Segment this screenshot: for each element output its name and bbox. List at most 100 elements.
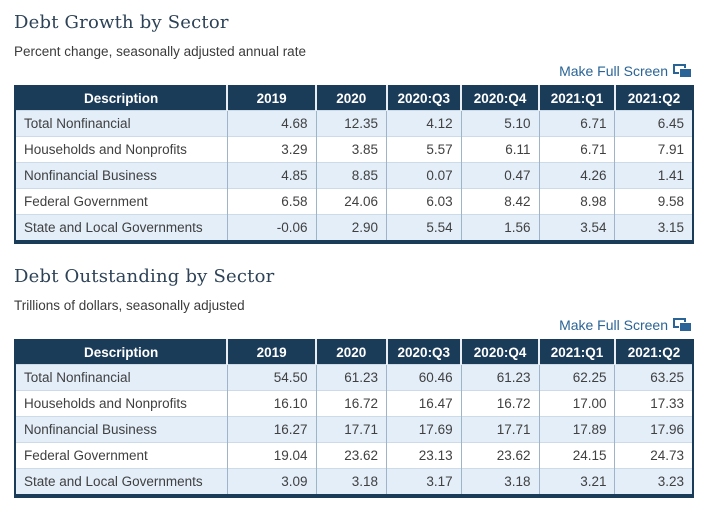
make-full-screen-link[interactable]: Make Full Screen bbox=[559, 317, 692, 333]
value-cell: 16.72 bbox=[316, 390, 388, 417]
make-full-screen-link[interactable]: Make Full Screen bbox=[559, 63, 692, 79]
value-cell: 61.23 bbox=[316, 364, 388, 391]
column-header: 2020 bbox=[316, 85, 388, 111]
row-label-cell: Nonfinancial Business bbox=[15, 162, 228, 189]
value-cell: 8.98 bbox=[539, 188, 616, 215]
value-cell: 17.69 bbox=[386, 416, 462, 443]
value-cell: 0.07 bbox=[386, 162, 462, 189]
value-cell: 1.41 bbox=[614, 162, 693, 189]
row-label-cell: Federal Government bbox=[15, 442, 228, 469]
value-cell: 5.54 bbox=[386, 214, 462, 242]
value-cell: 17.96 bbox=[614, 416, 693, 443]
value-cell: 6.58 bbox=[227, 188, 317, 215]
table-row: Total Nonfinancial 54.50 61.23 60.46 61.… bbox=[15, 364, 693, 391]
value-cell: 23.62 bbox=[316, 442, 388, 469]
value-cell: 0.47 bbox=[461, 162, 540, 189]
table-row: Households and Nonprofits 3.29 3.85 5.57… bbox=[15, 136, 693, 163]
value-cell: 16.27 bbox=[227, 416, 317, 443]
value-cell: 3.21 bbox=[539, 468, 616, 496]
make-full-screen-label: Make Full Screen bbox=[559, 63, 668, 79]
value-cell: 3.29 bbox=[227, 136, 317, 163]
value-cell: 24.15 bbox=[539, 442, 616, 469]
table-row: State and Local Governments -0.06 2.90 5… bbox=[15, 214, 693, 242]
value-cell: 12.35 bbox=[316, 110, 388, 137]
value-cell: 8.42 bbox=[461, 188, 540, 215]
section-title: Debt Growth by Sector bbox=[14, 12, 229, 33]
page: Debt Growth by Sector Percent change, se… bbox=[14, 12, 694, 498]
table-row: State and Local Governments 3.09 3.18 3.… bbox=[15, 468, 693, 496]
value-cell: 17.89 bbox=[539, 416, 616, 443]
table-row: Federal Government 19.04 23.62 23.13 23.… bbox=[15, 442, 693, 469]
table-row: Households and Nonprofits 16.10 16.72 16… bbox=[15, 390, 693, 417]
value-cell: 23.13 bbox=[386, 442, 462, 469]
value-cell: 3.18 bbox=[316, 468, 388, 496]
row-label-cell: Households and Nonprofits bbox=[15, 136, 228, 163]
value-cell: 9.58 bbox=[614, 188, 693, 215]
table-row: Federal Government 6.58 24.06 6.03 8.42 … bbox=[15, 188, 693, 215]
value-cell: 17.71 bbox=[316, 416, 388, 443]
value-cell: 24.73 bbox=[614, 442, 693, 469]
value-cell: 3.18 bbox=[461, 468, 540, 496]
debt-outstanding-table: Description 2019 2020 2020:Q3 2020:Q4 20… bbox=[14, 339, 694, 498]
column-header: 2021:Q2 bbox=[614, 85, 693, 111]
value-cell: 63.25 bbox=[614, 364, 693, 391]
value-cell: 4.68 bbox=[227, 110, 317, 137]
value-cell: 23.62 bbox=[461, 442, 540, 469]
column-header: 2020 bbox=[316, 339, 388, 365]
header-row: Description 2019 2020 2020:Q3 2020:Q4 20… bbox=[15, 339, 693, 365]
value-cell: 5.57 bbox=[386, 136, 462, 163]
value-cell: 6.03 bbox=[386, 188, 462, 215]
row-label-cell: State and Local Governments bbox=[15, 468, 228, 496]
value-cell: 3.23 bbox=[614, 468, 693, 496]
value-cell: 6.71 bbox=[539, 110, 616, 137]
full-screen-icon bbox=[673, 64, 692, 78]
table-subtitle: Percent change, seasonally adjusted annu… bbox=[14, 44, 306, 59]
row-label-cell: Households and Nonprofits bbox=[15, 390, 228, 417]
column-header: 2020:Q3 bbox=[386, 85, 463, 111]
value-cell: 62.25 bbox=[539, 364, 616, 391]
section-divider bbox=[14, 246, 694, 260]
section-debt-outstanding: Debt Outstanding by Sector Trillions of … bbox=[14, 266, 694, 498]
value-cell: 60.46 bbox=[386, 364, 462, 391]
value-cell: 16.10 bbox=[227, 390, 317, 417]
value-cell: 3.17 bbox=[386, 468, 462, 496]
value-cell: 3.09 bbox=[227, 468, 317, 496]
section-debt-growth: Debt Growth by Sector Percent change, se… bbox=[14, 12, 694, 244]
value-cell: 17.33 bbox=[614, 390, 693, 417]
value-cell: 5.10 bbox=[461, 110, 540, 137]
section-title: Debt Outstanding by Sector bbox=[14, 266, 275, 287]
column-header: 2019 bbox=[227, 339, 318, 365]
value-cell: 16.47 bbox=[386, 390, 462, 417]
header-row: Description 2019 2020 2020:Q3 2020:Q4 20… bbox=[15, 85, 693, 111]
full-screen-icon bbox=[673, 318, 692, 332]
row-label-cell: Nonfinancial Business bbox=[15, 416, 228, 443]
column-header: 2019 bbox=[227, 85, 318, 111]
value-cell: 17.00 bbox=[539, 390, 616, 417]
value-cell: 6.45 bbox=[614, 110, 693, 137]
column-header: Description bbox=[15, 85, 229, 111]
fullscreen-link-row: Make Full Screen bbox=[14, 317, 692, 337]
column-header: 2021:Q1 bbox=[539, 85, 616, 111]
value-cell: 54.50 bbox=[227, 364, 317, 391]
fullscreen-link-row: Make Full Screen bbox=[14, 63, 692, 83]
column-header: 2020:Q4 bbox=[461, 339, 541, 365]
table-row: Nonfinancial Business 16.27 17.71 17.69 … bbox=[15, 416, 693, 443]
row-label-cell: Federal Government bbox=[15, 188, 228, 215]
value-cell: 17.71 bbox=[461, 416, 540, 443]
value-cell: 3.85 bbox=[316, 136, 388, 163]
value-cell: -0.06 bbox=[227, 214, 317, 242]
value-cell: 19.04 bbox=[227, 442, 317, 469]
value-cell: 61.23 bbox=[461, 364, 540, 391]
table-row: Nonfinancial Business 4.85 8.85 0.07 0.4… bbox=[15, 162, 693, 189]
value-cell: 4.85 bbox=[227, 162, 317, 189]
row-label-cell: State and Local Governments bbox=[15, 214, 228, 242]
value-cell: 24.06 bbox=[316, 188, 388, 215]
row-label-cell: Total Nonfinancial bbox=[15, 364, 228, 391]
row-label-cell: Total Nonfinancial bbox=[15, 110, 228, 137]
column-header: 2021:Q2 bbox=[614, 339, 693, 365]
make-full-screen-label: Make Full Screen bbox=[559, 317, 668, 333]
column-header: 2020:Q3 bbox=[386, 339, 463, 365]
value-cell: 2.90 bbox=[316, 214, 388, 242]
column-header: 2021:Q1 bbox=[539, 339, 616, 365]
value-cell: 1.56 bbox=[461, 214, 540, 242]
